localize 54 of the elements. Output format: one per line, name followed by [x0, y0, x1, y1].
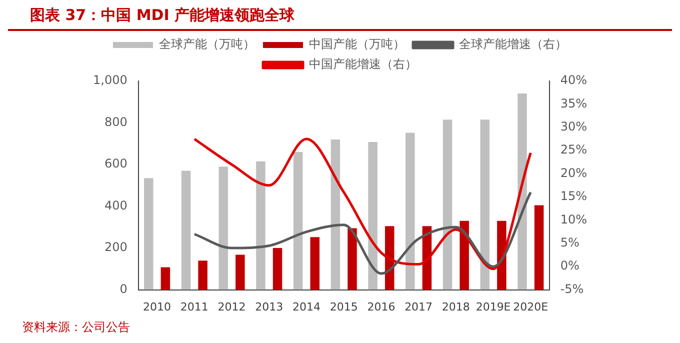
bar — [218, 166, 228, 290]
bar — [460, 220, 469, 290]
y-tick-label: 600 — [104, 156, 128, 171]
x-tick-label: 2019E — [476, 300, 511, 314]
legend-label: 全球产能增速（右） — [459, 37, 567, 52]
bar — [181, 170, 191, 290]
bar — [256, 161, 266, 290]
text: 资料来源：公司公告 — [21, 319, 131, 336]
y-tick-label: 200 — [104, 240, 128, 254]
chart-title: 图表 37：中国 MDI 产能增速领跑全球 — [8, 0, 672, 31]
bar — [534, 205, 544, 290]
y-tick-label: 800 — [104, 114, 128, 129]
y2-tick-label: 20% — [560, 166, 587, 180]
bar — [442, 120, 452, 290]
bar — [198, 260, 208, 290]
x-tick-label: 2015 — [330, 300, 358, 314]
bar — [236, 254, 245, 290]
bar — [406, 132, 415, 290]
bar — [368, 142, 378, 290]
y2-tick-label: 30% — [560, 120, 587, 134]
bar — [518, 94, 527, 290]
y2-tick-label: -5% — [560, 282, 584, 296]
y-tick-label: 1,000 — [92, 73, 128, 88]
y2-tick-label: 15% — [560, 189, 587, 204]
bar — [293, 152, 303, 290]
line-series — [193, 191, 532, 275]
bar — [330, 139, 340, 290]
x-tick-label: 2012 — [218, 300, 246, 314]
bar — [160, 267, 170, 290]
x-tick-label: 2016 — [367, 300, 396, 314]
x-tick-label: 2017 — [404, 300, 433, 314]
x-tick-label: 2014 — [292, 300, 320, 314]
bar — [348, 228, 357, 290]
legend-label: 中国产能（万吨） — [309, 37, 405, 52]
legend-label: 中国产能增速（右） — [309, 57, 417, 72]
x-tick-label: 2020E — [513, 300, 548, 314]
y2-tick-label: 25% — [560, 142, 587, 157]
bar — [310, 237, 320, 290]
y2-tick-label: 0% — [560, 258, 580, 273]
x-tick-label: 2010 — [143, 300, 172, 314]
y-tick-label: 0 — [120, 282, 128, 296]
y2-tick-label: 5% — [560, 236, 580, 250]
x-tick-label: 2013 — [255, 300, 284, 314]
y-tick-label: 400 — [104, 198, 128, 212]
y2-tick-label: 35% — [560, 96, 587, 110]
y2-tick-label: 10% — [560, 212, 587, 226]
bar — [272, 248, 282, 290]
x-tick-label: 2018 — [442, 300, 470, 314]
bar — [480, 120, 490, 290]
line-series — [193, 138, 532, 270]
x-tick-label: 2011 — [180, 300, 208, 314]
y2-tick-label: 40% — [560, 73, 587, 88]
bar — [144, 178, 154, 290]
legend-label: 全球产能（万吨） — [159, 37, 255, 52]
